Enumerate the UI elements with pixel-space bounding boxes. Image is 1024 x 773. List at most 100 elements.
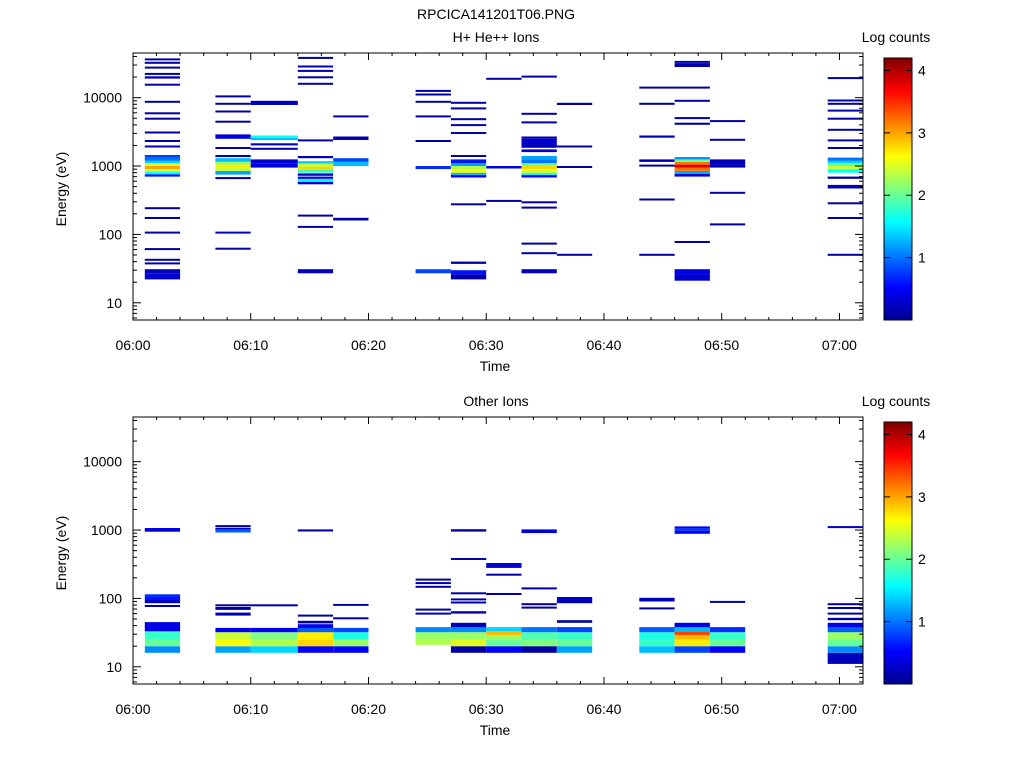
heatmap-cell (215, 164, 251, 168)
heatmap-cell (297, 163, 334, 167)
colorbar-tick-label: 3 (918, 125, 926, 141)
heatmap-cell (674, 167, 710, 171)
heatmap-cell (709, 164, 746, 168)
heatmap-cell (215, 147, 251, 149)
heatmap-cell (639, 135, 675, 138)
heatmap-cell (333, 161, 369, 167)
heatmap-cell (450, 169, 487, 173)
x-tick-label: 06:20 (351, 337, 386, 353)
heatmap-cell (556, 646, 593, 653)
heatmap-cell (415, 612, 451, 615)
heatmap-cell (250, 639, 298, 647)
heatmap-cell (215, 120, 251, 123)
heatmap-cell (144, 646, 181, 653)
heatmap-cell (297, 65, 334, 68)
heatmap-cell (215, 170, 251, 175)
heatmap-cell (639, 198, 675, 201)
heatmap-cell (297, 620, 334, 624)
x-tick-label: 06:30 (469, 701, 504, 717)
heatmap-cell (297, 178, 334, 182)
heatmap-cell (415, 140, 451, 142)
heatmap-cell (827, 617, 863, 621)
heatmap-cell (215, 646, 251, 653)
heatmap-cell (297, 269, 334, 274)
heatmap-cell (827, 184, 863, 189)
heatmap-cell (333, 632, 369, 640)
heatmap-cell (450, 101, 487, 104)
y-tick-label: 10000 (83, 454, 122, 470)
heatmap-cell (827, 646, 863, 653)
heatmap-cell (297, 166, 334, 170)
heatmap-cell (215, 136, 251, 139)
heatmap-cell (639, 597, 675, 602)
heatmap-cell (827, 109, 863, 112)
panel-title: H+ He++ Ions (453, 29, 540, 45)
heatmap-cell (415, 115, 451, 118)
x-tick-label: 06:40 (586, 337, 621, 353)
heatmap-cell (297, 646, 334, 653)
heatmap-cell (144, 140, 181, 142)
heatmap-cell (144, 58, 181, 61)
heatmap-cell (556, 620, 593, 623)
heatmap-cells (144, 525, 863, 664)
heatmap-cell (144, 217, 181, 219)
heatmap-cell (827, 253, 863, 256)
heatmap-cell (144, 76, 181, 79)
heatmap-cell (556, 145, 593, 148)
heatmap-cell (674, 122, 710, 125)
heatmap-cell (215, 231, 251, 234)
heatmap-cell (709, 191, 746, 194)
colorbar-label: Log counts (862, 393, 931, 409)
heatmap-cell (674, 63, 710, 66)
colorbar-tick-label: 1 (918, 250, 926, 266)
heatmap-cell (674, 635, 710, 640)
heatmap-cell (333, 136, 369, 140)
heatmap-cell (144, 171, 181, 175)
heatmap-cell (521, 201, 557, 204)
heatmap-cell (297, 173, 334, 176)
heatmap-cell (827, 526, 863, 529)
heatmap-cell (297, 632, 334, 640)
heatmap-cell (827, 128, 863, 131)
heatmap-cell (521, 639, 557, 647)
heatmap-cell (709, 600, 746, 603)
heatmap-cell (827, 102, 863, 105)
heatmap-cell (144, 594, 181, 597)
heatmap-cell (333, 617, 369, 620)
heatmap-cell (250, 137, 298, 141)
heatmap-cell (674, 86, 710, 89)
heatmap-cell (297, 169, 334, 173)
heatmap-cell (250, 159, 298, 164)
heatmap-cell (674, 627, 710, 632)
heatmap-cell (639, 164, 675, 167)
plot-frame (132, 52, 864, 321)
heatmap-cell (215, 639, 251, 647)
x-tick-label: 06:00 (115, 701, 150, 717)
heatmap-cell (250, 163, 298, 168)
heatmap-cell (215, 158, 251, 162)
heatmap-cell (827, 169, 863, 173)
heatmap-cell (556, 102, 593, 105)
heatmap-cell (709, 639, 746, 647)
heatmap-cell (144, 631, 181, 640)
heatmap-cell (450, 107, 487, 110)
heatmap-cell (556, 166, 593, 168)
heatmap-cell (297, 627, 334, 633)
heatmap-cell (486, 77, 522, 80)
heatmap-cell (297, 76, 334, 79)
colorbar-gradient (883, 421, 913, 685)
heatmap-cell (521, 269, 557, 274)
heatmap-cell (297, 529, 334, 532)
x-tick-label: 06:40 (586, 701, 621, 717)
heatmap-cell (144, 66, 181, 69)
heatmap-cell (450, 598, 487, 601)
heatmap-cell (674, 99, 710, 102)
heatmap-cell (450, 529, 487, 532)
heatmap-cell (674, 530, 710, 534)
heatmap-cell (639, 86, 675, 89)
heatmap-cell (415, 166, 451, 170)
heatmap-cell (450, 632, 487, 640)
heatmap-cell (639, 646, 675, 653)
heatmap-cell (250, 143, 298, 146)
